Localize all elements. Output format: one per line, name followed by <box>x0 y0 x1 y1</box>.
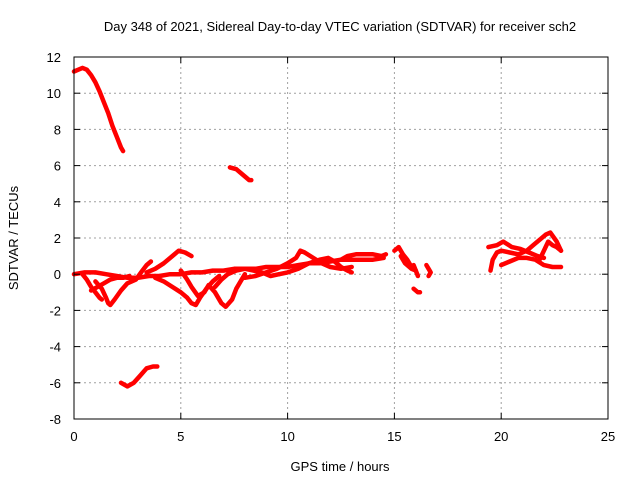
y-tick-label: -8 <box>49 412 61 427</box>
series-pass-20 <box>486 239 547 261</box>
series-pass-11 <box>212 266 282 290</box>
y-tick-label: 2 <box>54 231 61 246</box>
series-pass-19 <box>424 262 433 279</box>
x-tick-labels: 0 5 10 15 20 25 <box>70 429 615 444</box>
y-tick-label: 8 <box>54 122 61 137</box>
y-tick-label: 10 <box>47 86 61 101</box>
series-pass-12 <box>242 248 354 281</box>
x-tick-label: 25 <box>601 429 615 444</box>
series-pass-13 <box>276 255 354 277</box>
y-axis-label: SDTVAR / TECUs <box>6 185 21 290</box>
x-tick-label: 0 <box>70 429 77 444</box>
x-axis-label: GPS time / hours <box>291 459 390 474</box>
x-tick-label: 10 <box>280 429 294 444</box>
series-pass-17 <box>411 262 421 279</box>
data-series <box>71 65 564 389</box>
series-pass-18 <box>411 286 423 295</box>
chart-title: Day 348 of 2021, Sidereal Day-to-day VTE… <box>104 19 576 34</box>
y-tick-label: -4 <box>49 340 61 355</box>
grid-lines <box>74 57 608 419</box>
series-pass-2 <box>227 165 254 183</box>
series-pass-7 <box>93 259 154 308</box>
y-tick-labels: -8 -6 -4 -2 0 2 4 6 8 10 12 <box>47 50 61 427</box>
series-pass-10 <box>178 268 248 310</box>
series-pass-3 <box>118 364 160 389</box>
y-tick-label: 6 <box>54 159 61 174</box>
y-tick-label: 0 <box>54 267 61 282</box>
series-pass-8 <box>144 248 194 275</box>
x-tick-label: 15 <box>387 429 401 444</box>
y-tick-label: -2 <box>49 303 61 318</box>
y-tick-label: 4 <box>54 195 61 210</box>
y-tick-label: -6 <box>49 376 61 391</box>
series-pass-14 <box>338 252 389 262</box>
y-tick-label: 12 <box>47 50 61 65</box>
series-pass-21 <box>488 230 564 273</box>
series-pass-1 <box>71 65 126 154</box>
axis-ticks <box>73 56 609 420</box>
x-tick-label: 5 <box>177 429 184 444</box>
series-pass-22 <box>498 255 564 270</box>
x-tick-label: 20 <box>494 429 508 444</box>
series-pass-15 <box>392 244 414 270</box>
series-pass-23 <box>537 239 564 262</box>
